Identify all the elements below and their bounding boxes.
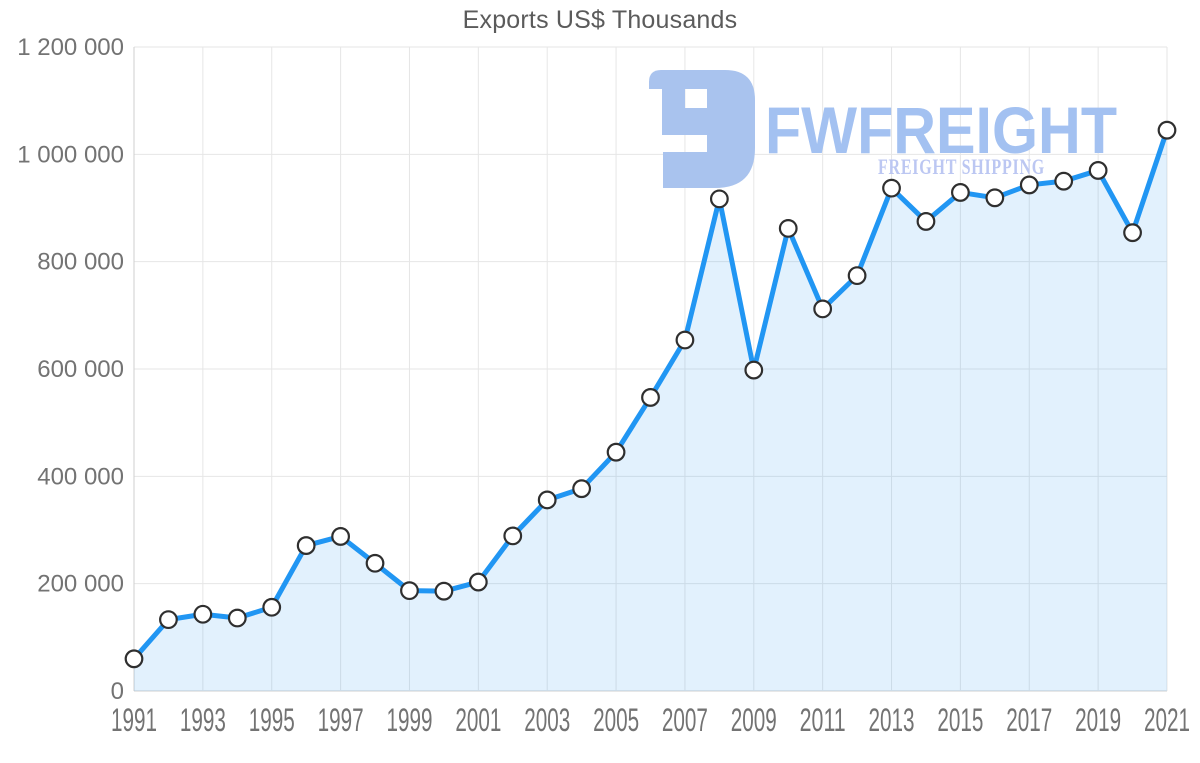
data-point-marker[interactable] [985,188,1005,208]
x-tick-label: 1991 [111,702,157,738]
data-point-marker[interactable] [813,299,833,319]
data-point-marker[interactable] [434,581,454,601]
data-point-marker[interactable] [916,212,936,231]
watermark: FWFREIGHT FREIGHT SHIPPING [649,70,1117,188]
data-point-marker[interactable] [606,442,626,462]
x-tick-label: 2003 [524,702,570,738]
x-tick-label: 2005 [593,702,639,738]
data-point-marker[interactable] [124,649,144,669]
data-point-marker[interactable] [365,553,385,573]
data-point-marker[interactable] [572,479,592,499]
data-point-marker[interactable] [778,218,798,238]
data-point-marker[interactable] [641,388,660,407]
x-tick-label: 1995 [249,702,295,738]
fwfreight-logo-icon [649,70,755,188]
x-tick-label: 2019 [1075,702,1121,738]
y-tick-label: 600 000 [37,356,124,383]
data-point-marker[interactable] [537,490,557,510]
data-point-marker[interactable] [675,330,695,350]
x-tick-label: 2011 [800,702,846,738]
area-fill [134,130,1167,691]
x-tick-label: 2001 [455,702,501,738]
series-layer [124,120,1177,691]
y-tick-label: 800 000 [37,249,124,276]
x-tick-label: 1993 [180,702,226,738]
data-point-marker[interactable] [1019,175,1039,195]
data-point-marker[interactable] [1054,171,1074,191]
chart-title: Exports US$ Thousands [462,6,738,34]
data-point-marker[interactable] [847,266,867,286]
data-point-marker[interactable] [296,536,316,555]
watermark-brand: FWFREIGHT [765,93,1117,167]
x-tick-label: 2017 [1006,702,1052,738]
data-point-marker[interactable] [468,572,488,592]
x-tick-label: 2021 [1144,702,1190,738]
data-point-marker[interactable] [1088,161,1108,180]
grid-layer [133,46,1168,692]
data-point-marker[interactable] [709,189,729,209]
data-point-marker[interactable] [882,178,901,198]
data-point-marker[interactable] [1123,223,1142,243]
data-point-marker[interactable] [227,608,247,628]
watermark-tagline: FREIGHT SHIPPING [878,154,1045,179]
x-tick-label: 2007 [662,702,708,738]
data-point-marker[interactable] [331,527,351,546]
data-point-marker[interactable] [1157,120,1177,140]
y-tick-label: 1 000 000 [17,141,124,168]
x-tick-label: 1997 [318,702,364,738]
y-tick-label: 1 200 000 [17,34,124,61]
data-point-marker[interactable] [193,604,213,624]
y-tick-label: 0 [111,678,124,705]
x-tick-label: 2015 [937,702,983,738]
x-tick-label: 2013 [869,702,915,738]
x-tick-label: 2009 [731,702,777,738]
data-point-marker[interactable] [951,183,970,202]
data-point-marker[interactable] [400,581,419,601]
tick-labels-layer: 0 200 000 400 000 600 000 800 000 1 000 000 1 … [17,34,1190,738]
x-tick-label: 1999 [386,702,432,738]
data-point-marker[interactable] [503,526,523,546]
y-tick-label: 400 000 [37,463,124,490]
data-point-marker[interactable] [262,597,282,617]
data-point-marker[interactable] [159,610,178,630]
y-tick-label: 200 000 [37,571,124,598]
data-point-marker[interactable] [744,360,764,380]
